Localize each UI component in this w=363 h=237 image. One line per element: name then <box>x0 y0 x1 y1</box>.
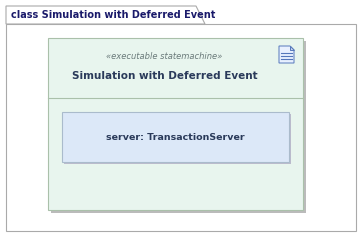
Text: Simulation with Deferred Event: Simulation with Deferred Event <box>72 71 257 81</box>
Bar <box>64 114 291 164</box>
Bar <box>62 112 289 162</box>
Polygon shape <box>290 46 294 50</box>
Bar <box>6 24 356 231</box>
Polygon shape <box>279 46 294 63</box>
Bar <box>279 46 295 64</box>
Text: «executable statemachine»: «executable statemachine» <box>106 51 223 60</box>
Bar <box>51 41 306 213</box>
Bar <box>48 38 303 210</box>
Text: class Simulation with Deferred Event: class Simulation with Deferred Event <box>11 10 215 20</box>
Polygon shape <box>6 6 205 24</box>
Text: server: TransactionServer: server: TransactionServer <box>106 132 245 141</box>
